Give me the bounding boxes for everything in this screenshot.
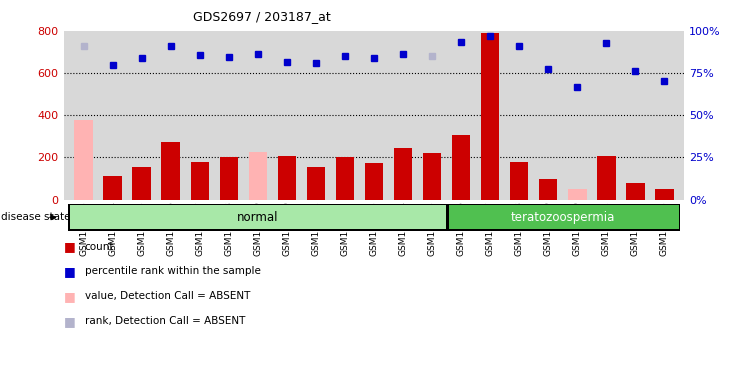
- Bar: [597, 156, 616, 200]
- Bar: [132, 167, 151, 200]
- Bar: [423, 153, 441, 200]
- Bar: [307, 167, 325, 200]
- Bar: [68, 204, 447, 231]
- Text: disease state: disease state: [1, 212, 70, 222]
- Bar: [393, 148, 412, 200]
- Bar: [654, 189, 673, 200]
- Bar: [450, 205, 679, 229]
- Text: normal: normal: [236, 211, 278, 224]
- Text: percentile rank within the sample: percentile rank within the sample: [85, 266, 260, 276]
- Bar: [162, 142, 180, 200]
- Bar: [191, 162, 209, 200]
- Bar: [75, 121, 94, 200]
- Bar: [248, 152, 267, 200]
- Text: ■: ■: [64, 265, 76, 278]
- Text: ■: ■: [64, 290, 76, 303]
- Text: count: count: [85, 242, 114, 252]
- Text: value, Detection Call = ABSENT: value, Detection Call = ABSENT: [85, 291, 250, 301]
- Text: rank, Detection Call = ABSENT: rank, Detection Call = ABSENT: [85, 316, 245, 326]
- Bar: [336, 157, 355, 200]
- Bar: [103, 177, 123, 200]
- Bar: [625, 183, 645, 200]
- Bar: [509, 162, 529, 200]
- Bar: [447, 204, 680, 231]
- Bar: [364, 163, 384, 200]
- Bar: [452, 135, 470, 200]
- Text: ■: ■: [64, 240, 76, 253]
- Bar: [539, 179, 557, 200]
- Bar: [568, 189, 586, 200]
- Bar: [278, 156, 296, 200]
- Bar: [481, 33, 500, 200]
- Bar: [219, 157, 239, 200]
- Text: ■: ■: [64, 315, 76, 328]
- Bar: [70, 205, 446, 229]
- Text: GDS2697 / 203187_at: GDS2697 / 203187_at: [193, 10, 331, 23]
- Text: teratozoospermia: teratozoospermia: [511, 211, 616, 224]
